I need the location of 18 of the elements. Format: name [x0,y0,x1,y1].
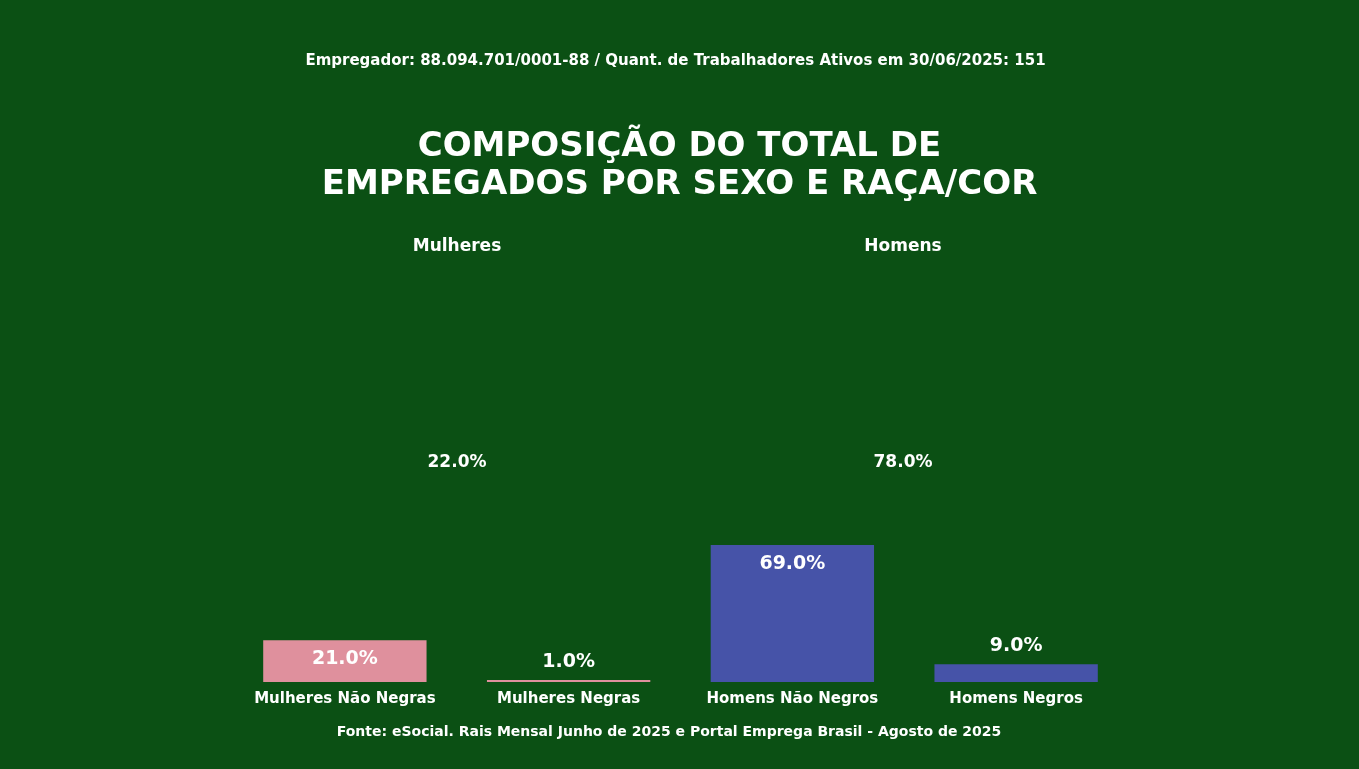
text: Empregador: 88.094.701/0001-88 / Quant. de Trabalhadores Ativos em 30/06/2025: 151 [305,51,1046,69]
bar [263,640,427,682]
data-label: 22.0% [427,451,487,471]
bar [710,545,875,682]
category-label: Mulheres [412,235,502,255]
x-tick-label: Homens Não Negros [706,688,879,707]
x-tick-label: Mulheres Não Negras [254,688,436,707]
data-label: 78.0% [873,451,933,471]
x-tick-label: Homens Negros [949,688,1083,707]
data-label: 1.0% [542,649,595,672]
category-label: Homens [864,235,942,255]
x-tick-label: Mulheres Negras [497,688,641,707]
source-note: Fonte: eSocial. Rais Mensal Junho de 2025 e Portal Emprega Brasil - Agosto de 2025 [336,723,1002,739]
data-label: 9.0% [989,633,1043,656]
data-label: 21.0% [311,646,378,669]
text: COMPOSIÇÃO DO TOTAL DE EMPREGADOS POR SEXO E RAÇA/COR [321,124,1038,202]
bar [934,664,1098,682]
data-label: 69.0% [759,551,826,573]
